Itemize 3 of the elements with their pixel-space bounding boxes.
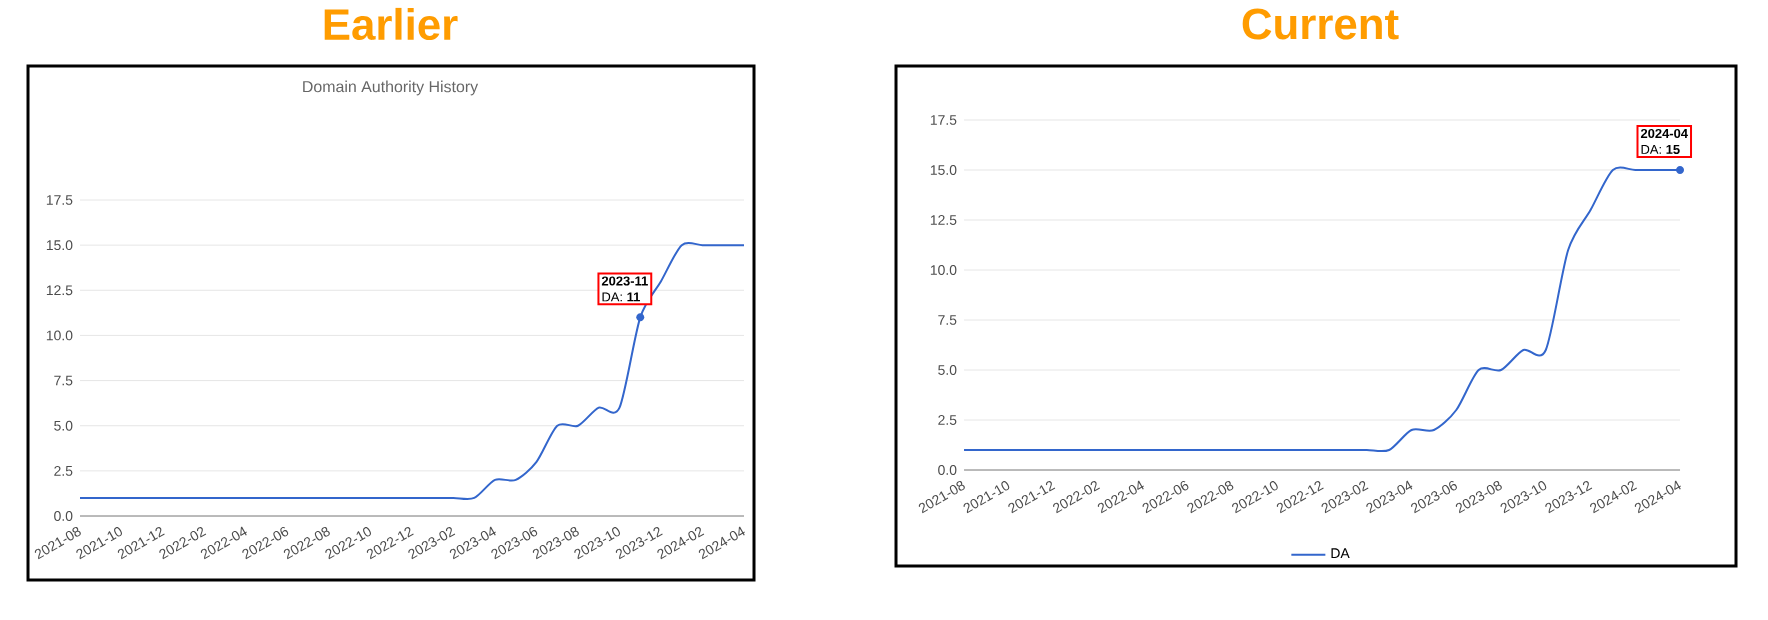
- chart-title: Current: [1242, 8, 1399, 40]
- line-series: [79, 242, 746, 500]
- chart-title: Earlier: [324, 7, 458, 41]
